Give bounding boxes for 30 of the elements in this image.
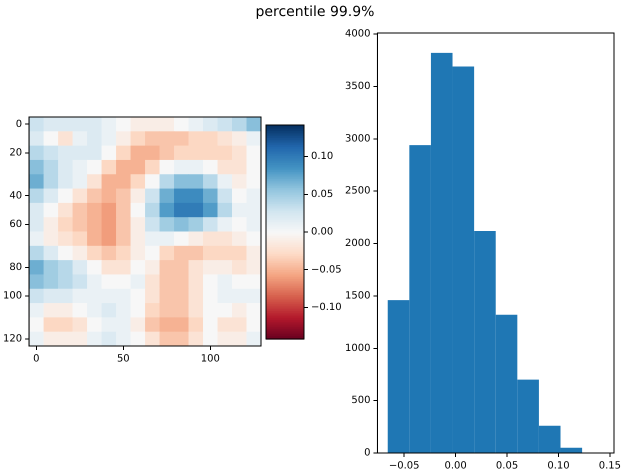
y-tick-label: 1000 bbox=[344, 342, 370, 354]
y-tick-label: 80 bbox=[9, 262, 22, 273]
x-tick-label: 50 bbox=[116, 354, 130, 365]
color-bar-label: −0.10 bbox=[311, 302, 342, 313]
x-tick-label: 0 bbox=[33, 354, 40, 365]
y-tick-label: 120 bbox=[2, 333, 22, 344]
y-tick-label: 1500 bbox=[344, 290, 370, 302]
y-tick-label: 2000 bbox=[344, 238, 370, 250]
y-tick-label: 60 bbox=[9, 218, 22, 230]
y-tick-label: 40 bbox=[9, 190, 22, 202]
color-bar-label: 0.05 bbox=[311, 188, 334, 200]
x-tick-label: −0.05 bbox=[388, 460, 420, 472]
y-tick-label: 0 bbox=[364, 448, 370, 459]
text: percentile 99.9% bbox=[254, 4, 376, 20]
x-tick-label: 0.05 bbox=[496, 460, 518, 472]
y-tick-label: 0 bbox=[16, 118, 22, 130]
color-bar-label: 0.10 bbox=[311, 151, 334, 162]
y-tick-label: 3000 bbox=[344, 133, 370, 144]
color-bar-label: 0.00 bbox=[311, 226, 334, 238]
x-tick-label: 0.10 bbox=[547, 460, 570, 472]
color-bar-label: −0.05 bbox=[311, 264, 342, 276]
x-tick-label: 0.00 bbox=[444, 460, 467, 472]
y-tick-label: 2500 bbox=[344, 186, 370, 197]
y-tick-label: 4000 bbox=[344, 28, 370, 40]
y-tick-label: 500 bbox=[351, 395, 370, 406]
x-tick-label: 100 bbox=[200, 354, 220, 365]
y-tick-label: 100 bbox=[2, 290, 22, 302]
y-tick-label: 20 bbox=[9, 147, 22, 158]
x-tick-label: 0.15 bbox=[598, 460, 622, 472]
y-tick-label: 3500 bbox=[344, 81, 370, 92]
